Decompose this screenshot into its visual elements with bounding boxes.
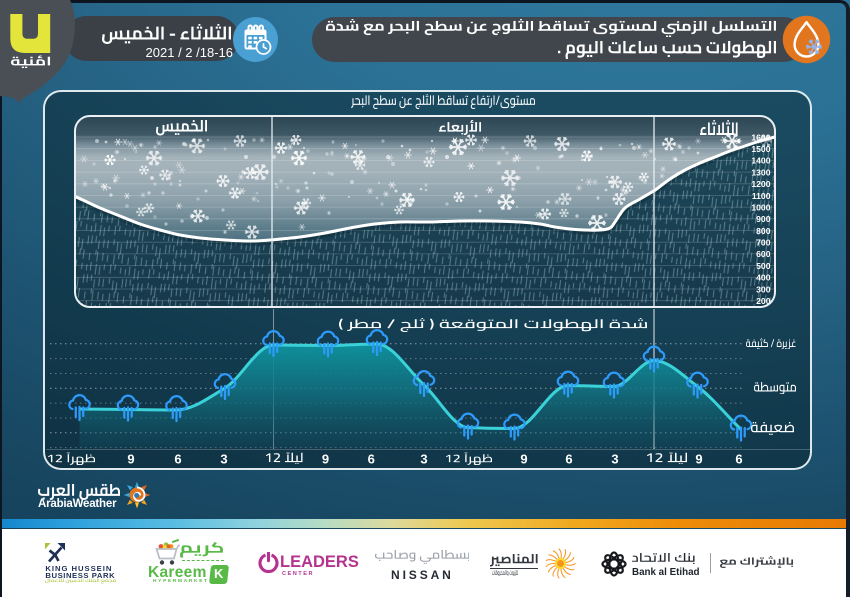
svg-text:9: 9 bbox=[695, 452, 702, 467]
svg-text:400: 400 bbox=[756, 273, 771, 283]
svg-text:700: 700 bbox=[756, 238, 771, 248]
svg-text:9: 9 bbox=[520, 452, 527, 467]
svg-text:200: 200 bbox=[756, 296, 771, 306]
svg-text:6: 6 bbox=[565, 452, 572, 467]
svg-text:800: 800 bbox=[756, 226, 771, 236]
svg-text:900: 900 bbox=[756, 214, 771, 224]
svg-text:1500: 1500 bbox=[751, 144, 770, 154]
svg-text:9: 9 bbox=[127, 452, 134, 467]
svg-text:6: 6 bbox=[174, 452, 181, 467]
svg-text:1100: 1100 bbox=[752, 191, 771, 201]
svg-text:1400: 1400 bbox=[751, 156, 770, 166]
svg-text:600: 600 bbox=[756, 249, 771, 259]
svg-text:1000: 1000 bbox=[751, 202, 770, 212]
svg-text:1200: 1200 bbox=[751, 179, 770, 189]
svg-text:9: 9 bbox=[322, 452, 329, 467]
svg-text:6: 6 bbox=[735, 452, 742, 467]
svg-text:3: 3 bbox=[611, 452, 618, 467]
svg-text:1300: 1300 bbox=[751, 167, 770, 177]
svg-text:3: 3 bbox=[420, 452, 427, 467]
svg-text:1600: 1600 bbox=[751, 132, 770, 142]
svg-text:6: 6 bbox=[368, 452, 375, 467]
svg-text:3: 3 bbox=[220, 452, 227, 467]
svg-text:300: 300 bbox=[756, 284, 771, 294]
svg-text:500: 500 bbox=[756, 261, 771, 271]
